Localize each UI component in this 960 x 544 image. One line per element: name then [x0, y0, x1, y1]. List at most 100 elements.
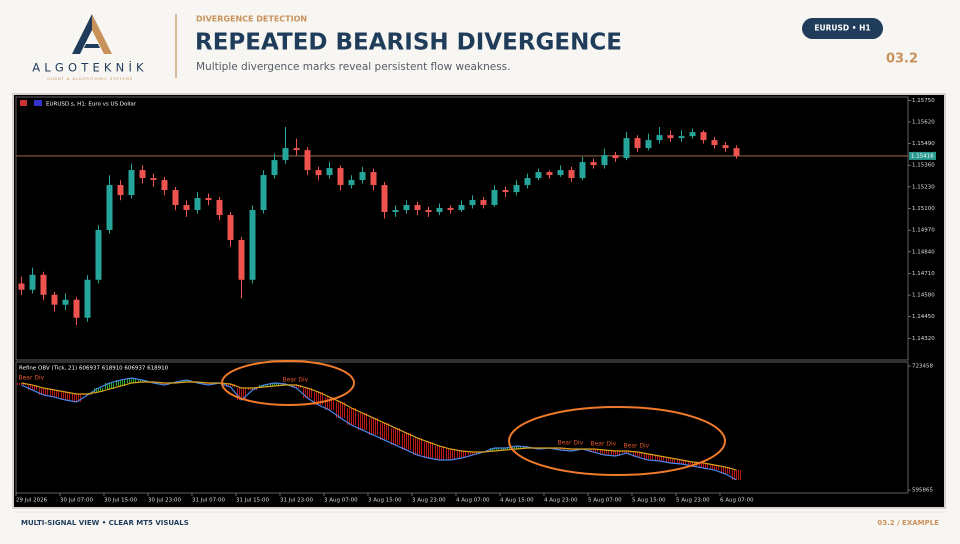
x-tick-label: 31 Jul 07:00 — [192, 498, 225, 504]
x-tick-label: 5 Aug 23:00 — [676, 498, 710, 504]
candle-body — [579, 162, 586, 179]
candle-body — [18, 283, 25, 290]
window-icon — [20, 100, 27, 106]
badge — [802, 18, 883, 39]
footer-left: MULTI-SIGNAL VIEW • CLEAR MT5 VISUALS — [21, 519, 189, 527]
candle-body — [535, 172, 542, 179]
x-tick-label: 5 Aug 15:00 — [632, 498, 666, 504]
candle-body — [381, 185, 388, 213]
candle-body — [678, 136, 685, 139]
candle-body — [425, 210, 432, 213]
x-tick-label: 30 Jul 15:00 — [104, 498, 137, 504]
candle-body — [172, 190, 179, 206]
y-tick-label: 1.14450 — [912, 314, 935, 320]
candle-body — [590, 162, 597, 166]
candle-body — [216, 200, 223, 216]
candle-body — [700, 132, 707, 141]
y-tick-label: 1.14320 — [912, 336, 935, 342]
candle-body — [205, 198, 212, 201]
x-tick-label: 30 Jul 07:00 — [60, 498, 93, 504]
annotation: Bear Div — [283, 377, 309, 384]
slide-number: 03.2 — [886, 52, 918, 67]
candle-body — [469, 200, 476, 206]
candle-body — [436, 208, 443, 213]
slide-title: REPEATED BEARISH DIVERGENCE — [195, 30, 622, 56]
brand: ALGOTEKNİK — [32, 60, 148, 75]
candle-body — [645, 140, 652, 149]
candle-body — [733, 148, 740, 156]
candle-body — [557, 170, 564, 176]
highlight-ellipse — [508, 406, 726, 476]
x-tick-label: 4 Aug 07:00 — [456, 498, 490, 504]
subtitle: Multiple divergence marks reveal persist… — [196, 61, 510, 73]
indicator-line — [21, 377, 737, 481]
candle-body — [326, 168, 333, 176]
y-tick-label: 1.14970 — [912, 228, 935, 234]
candle-body — [348, 180, 355, 186]
candle-body — [161, 180, 168, 191]
candle-body — [84, 279, 91, 318]
candle-body — [447, 208, 454, 211]
y-tick-label: 1.15490 — [912, 141, 935, 147]
candle-body — [656, 135, 663, 141]
y-tick-label: 595865 — [912, 488, 933, 494]
x-tick-label: 3 Aug 07:00 — [324, 498, 358, 504]
last-price-label: 1.15416 — [911, 153, 934, 159]
candle-body — [524, 178, 531, 186]
candle-body — [722, 145, 729, 149]
candle-body — [139, 170, 146, 179]
candle-body — [128, 170, 135, 196]
candle-body — [623, 138, 630, 159]
kicker: DIVERGENCE DETECTION — [196, 15, 307, 24]
candle-body — [634, 138, 641, 149]
x-tick-label: 5 Aug 07:00 — [588, 498, 622, 504]
indicator-line — [21, 381, 737, 471]
candle-body — [513, 185, 520, 193]
indicator-pane — [15, 361, 909, 494]
candle-body — [293, 148, 300, 151]
y-tick-label: 1.14580 — [912, 293, 935, 299]
y-tick-label: 1.15100 — [912, 206, 935, 212]
candle-body — [612, 155, 619, 159]
highlight-ellipse — [221, 360, 355, 406]
y-tick-label: 1.15360 — [912, 163, 935, 169]
candle-body — [403, 205, 410, 211]
price-pane — [15, 96, 909, 361]
x-tick-label: 29 Jul 2026 — [16, 498, 48, 504]
x-tick-label: 3 Aug 23:00 — [412, 498, 446, 504]
candle-body — [227, 215, 234, 240]
candle-body — [546, 172, 553, 176]
x-tick-label: 6 Aug 07:00 — [720, 498, 754, 504]
last-price-box — [909, 151, 936, 160]
candle-body — [238, 239, 245, 280]
candle-body — [502, 190, 509, 193]
indicator-label: Refine OBV (Tick, 21) 606937 618910 6069… — [19, 366, 169, 372]
candle-body — [304, 150, 311, 171]
candle-body — [458, 205, 465, 211]
annotation: Bear Div — [591, 441, 617, 448]
x-tick-label: 4 Aug 15:00 — [500, 498, 534, 504]
y-tick-label: 723458 — [912, 364, 933, 370]
candle-body — [95, 229, 102, 280]
candle-body — [40, 274, 47, 295]
candle-body — [150, 178, 157, 181]
candle-body — [370, 172, 377, 186]
candle-body — [337, 168, 344, 186]
candle-body — [249, 210, 256, 280]
x-tick-label: 31 Jul 15:00 — [236, 498, 269, 504]
x-tick-label: 30 Jul 23:00 — [148, 498, 181, 504]
y-tick-label: 1.14710 — [912, 271, 935, 277]
candle-body — [315, 170, 322, 176]
logo-mark — [92, 14, 112, 54]
candle-body — [601, 155, 608, 166]
candle-body — [491, 190, 498, 206]
annotation: Bear Div — [624, 443, 650, 450]
x-tick-label: 4 Aug 23:00 — [544, 498, 578, 504]
annotation: Bear Div — [19, 375, 45, 382]
candle-body — [480, 200, 487, 206]
candle-body — [29, 274, 36, 290]
x-tick-label: 31 Jul 23:00 — [280, 498, 313, 504]
footer-right: 03.2 / EXAMPLE — [877, 519, 939, 527]
